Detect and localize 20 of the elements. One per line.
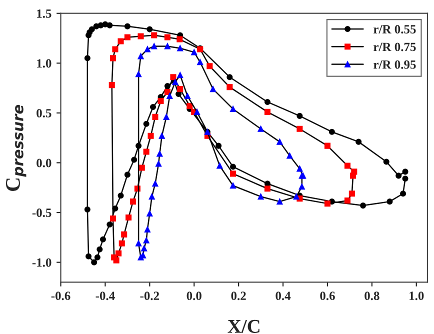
x-tick-label: -0.4 xyxy=(96,292,115,300)
x-tick-label: 0.4 xyxy=(276,292,291,300)
y-tick-label: -0.5 xyxy=(32,208,52,218)
y-axis-title: C$_{pressure}$ xyxy=(6,104,26,191)
legend-label: r/R 0.55 xyxy=(374,25,416,34)
y-tick-label: -1.0 xyxy=(32,258,52,267)
y-tick-label: 1.5 xyxy=(37,9,52,18)
x-tick-label: 0.8 xyxy=(364,292,380,300)
legend-label: r/R 0.95 xyxy=(374,60,416,69)
y-tick-label: 0.0 xyxy=(36,158,52,168)
legend-label: r/R 0.75 xyxy=(374,42,416,52)
x-tick-label: -0.2 xyxy=(140,292,160,300)
y-tick-label: 0.5 xyxy=(36,108,52,118)
x-tick-label: 0.6 xyxy=(320,292,335,300)
x-axis-title: X/C xyxy=(228,320,260,333)
x-tick-label: 0.0 xyxy=(186,292,202,300)
x-tick-label: -0.6 xyxy=(51,292,70,300)
y-tick-label: 1.0 xyxy=(37,59,52,68)
x-tick-label: 1.0 xyxy=(410,292,424,300)
x-tick-label: 0.2 xyxy=(231,292,246,300)
